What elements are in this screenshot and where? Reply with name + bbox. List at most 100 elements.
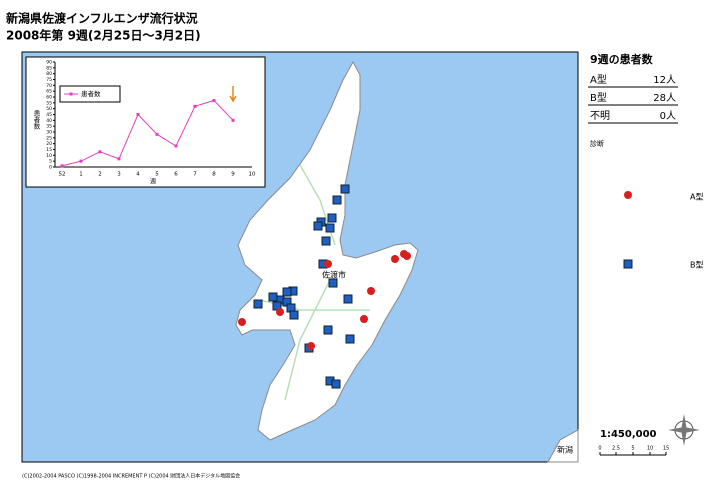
point xyxy=(155,132,159,136)
y-tick-label: 25 xyxy=(46,135,52,141)
x-tick-label: 8 xyxy=(212,172,216,178)
scale-label: 15 xyxy=(663,446,669,452)
y-tick-label: 85 xyxy=(46,65,52,71)
mainland xyxy=(547,429,579,463)
scale-label: 10 xyxy=(647,446,653,452)
x-tick-label: 5 xyxy=(155,172,159,178)
y-tick-label: 40 xyxy=(46,118,52,124)
scale-label: 5 xyxy=(631,446,634,452)
b-case xyxy=(282,287,292,297)
a-case xyxy=(238,318,246,326)
a-case xyxy=(367,287,375,295)
y-tick-label: 30 xyxy=(46,130,52,136)
type-label: 不明 xyxy=(590,110,610,122)
point xyxy=(117,157,121,161)
point xyxy=(231,118,235,122)
y-tick-label: 35 xyxy=(46,124,52,130)
b-case xyxy=(343,294,353,304)
north-arrow xyxy=(668,414,700,446)
a-case xyxy=(307,342,315,350)
y-tick-label: 5 xyxy=(49,159,52,165)
b-case xyxy=(323,325,333,335)
point xyxy=(79,159,83,163)
title: 新潟県佐渡インフルエンザ流行状況 xyxy=(6,11,198,26)
corner-label: 新潟 xyxy=(557,445,573,455)
y-tick-label: 50 xyxy=(46,106,52,112)
b-case xyxy=(321,236,331,246)
scale-label: 0 xyxy=(598,446,601,452)
case-markers xyxy=(238,184,411,389)
y-tick-label: 45 xyxy=(46,112,52,118)
b-case xyxy=(289,310,299,320)
b-case xyxy=(327,213,337,223)
legend-point xyxy=(69,92,73,96)
x-tick-label: 3 xyxy=(117,172,121,178)
y-tick-label: 15 xyxy=(46,147,52,153)
x-tick-label: 4 xyxy=(136,172,140,178)
b-case xyxy=(340,184,350,194)
y-tick-label: 10 xyxy=(46,153,52,159)
y-tick-label: 0 xyxy=(49,165,52,171)
y-tick-label: 20 xyxy=(46,141,52,147)
b-case xyxy=(332,195,342,205)
y-label: 患者数 xyxy=(32,109,40,131)
x-tick-label: 7 xyxy=(193,172,197,178)
legend-symbol-a xyxy=(624,191,632,199)
count: 12人 xyxy=(653,74,676,86)
series-line xyxy=(61,99,234,167)
a-case xyxy=(276,308,284,316)
point xyxy=(136,113,140,116)
b-case xyxy=(328,278,338,288)
y-tick-label: 65 xyxy=(46,89,52,95)
count: 28人 xyxy=(653,92,676,104)
legend-box xyxy=(59,85,121,103)
x-tick-label: 9 xyxy=(231,172,235,178)
subtitle: 2008年第 9週(2月25日～3月2日) xyxy=(6,28,201,43)
y-tick-label: 55 xyxy=(46,100,52,106)
a-case xyxy=(324,260,332,268)
y-tick-label: 70 xyxy=(46,83,52,89)
legend-symbol-b xyxy=(623,259,633,269)
y-tick-label: 80 xyxy=(46,71,52,77)
island xyxy=(235,60,419,441)
point xyxy=(60,164,64,168)
y-tick-label: 75 xyxy=(46,77,52,83)
footer: (C)2002-2004 PASCO (C)1998-2004 INCREMEN… xyxy=(22,473,240,480)
type-label: B型 xyxy=(590,91,607,104)
y-tick-label: 90 xyxy=(46,60,52,66)
legend-label: A型 xyxy=(690,193,703,202)
b-case xyxy=(325,223,335,233)
point xyxy=(212,99,216,102)
x-tick-label: 2 xyxy=(98,172,102,178)
b-case xyxy=(268,292,278,302)
x-tick-label: 1 xyxy=(79,172,83,178)
x-label: 週 xyxy=(150,178,156,186)
a-case xyxy=(360,315,368,323)
y-tick-label: 60 xyxy=(46,95,52,101)
b-case xyxy=(345,334,355,344)
scale-label: 2.5 xyxy=(612,446,620,452)
a-case xyxy=(391,255,399,263)
x-tick-label: 52 xyxy=(59,172,66,178)
a-case xyxy=(403,252,411,260)
scale-bar: 0 2.5 5 10 15 xyxy=(598,446,669,456)
summary-title: 9週の患者数 xyxy=(590,52,654,66)
legend-title: 診断 xyxy=(590,139,604,148)
arrow xyxy=(229,86,237,103)
b-case xyxy=(313,221,323,231)
count: 0人 xyxy=(660,110,676,122)
type-label: A型 xyxy=(590,73,607,86)
scale-text: 1:450,000 xyxy=(600,429,657,440)
legend-label: 患者数 xyxy=(81,89,101,98)
x-tick-label: 6 xyxy=(174,172,178,178)
x-tick-label: 10 xyxy=(249,172,256,178)
b-case xyxy=(331,379,341,389)
point xyxy=(193,104,197,108)
legend-label: B型 xyxy=(690,261,704,270)
point xyxy=(174,144,178,148)
point xyxy=(98,150,102,154)
b-case xyxy=(253,299,263,309)
